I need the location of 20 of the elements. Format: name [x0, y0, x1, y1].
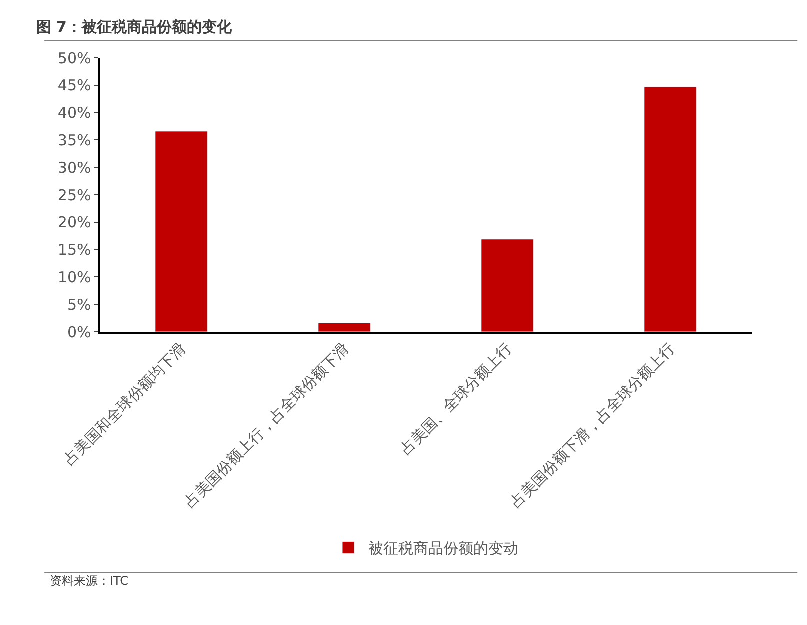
y-tick-label: 35%: [58, 131, 92, 150]
y-tick-label: 25%: [58, 186, 92, 204]
y-tick-label: 15%: [58, 241, 92, 260]
y-tick-label: 30%: [58, 158, 92, 177]
bar: [155, 131, 208, 332]
y-tick-label: 50%: [58, 49, 92, 68]
y-tick-label: 20%: [58, 214, 92, 232]
y-tick-label: 40%: [58, 104, 92, 122]
y-tick-label: 0%: [67, 323, 92, 342]
bar: [318, 322, 371, 332]
y-tick-label: 45%: [58, 76, 92, 95]
y-tick-label: 10%: [58, 268, 92, 286]
legend-label: 被征税商品份额的变动: [368, 540, 518, 558]
x-tick-label: 占美国、全球分额上行: [396, 340, 516, 458]
chart-title: 图 7：被征税商品份额的变化: [36, 18, 233, 36]
x-tick-label: 占美国和全球份额均下滑: [60, 340, 190, 470]
text: 资料来源：ITC: [50, 574, 129, 588]
bar: [481, 239, 534, 332]
y-tick-label: 5%: [67, 296, 92, 314]
bar: [644, 86, 697, 332]
